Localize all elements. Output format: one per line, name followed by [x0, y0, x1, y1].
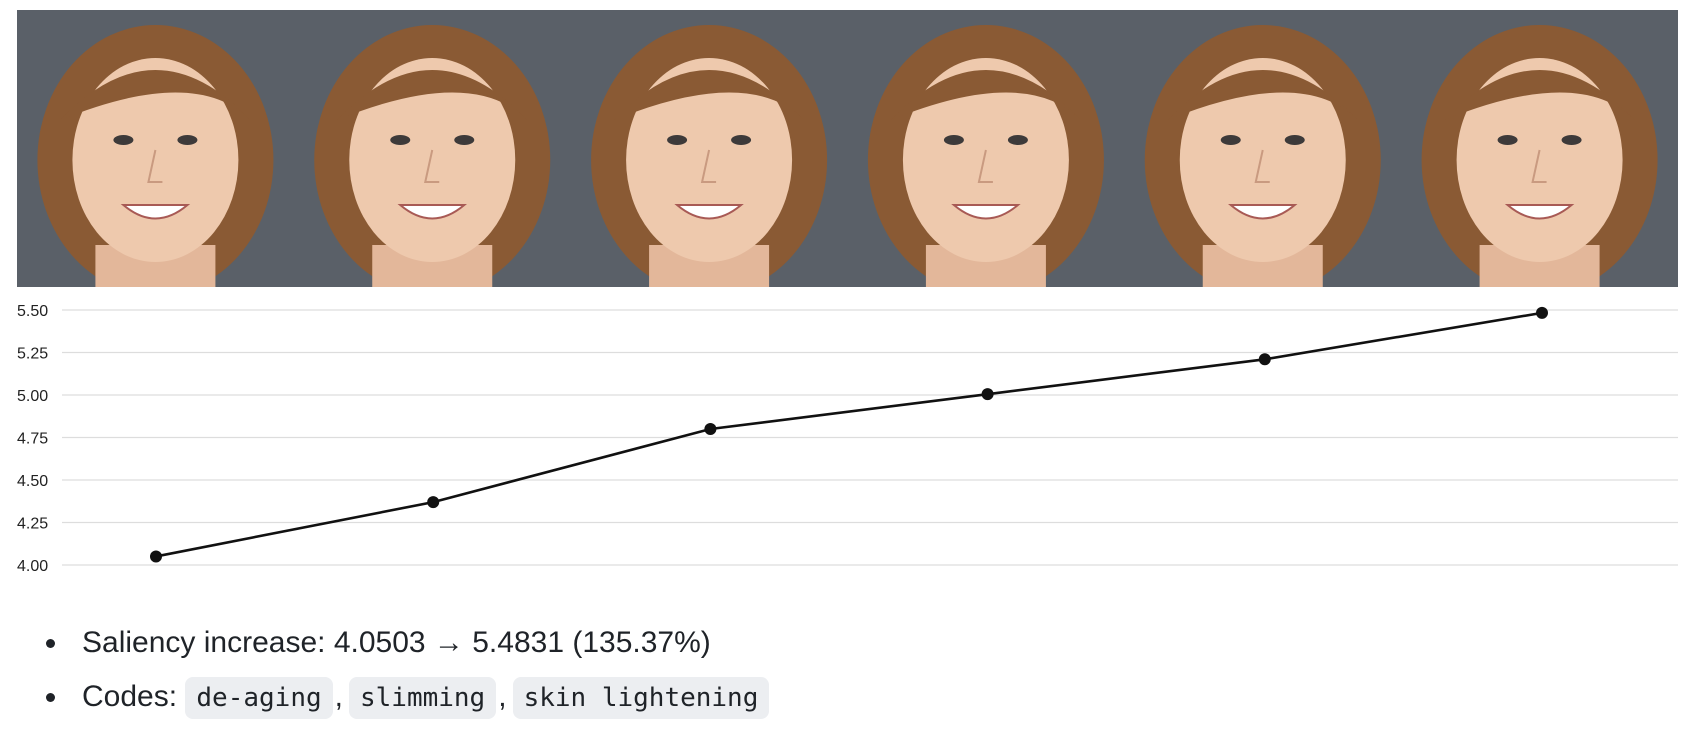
face-frame-4	[847, 10, 1125, 287]
y-tick-label: 5.50	[17, 303, 48, 320]
y-tick-label: 4.00	[17, 558, 48, 575]
summary-list: Saliency increase: 4.0503 → 5.4831 (135.…	[0, 616, 770, 724]
code-chip-skin-lightening: skin lightening	[512, 677, 770, 719]
data-point	[1536, 306, 1548, 319]
y-tick-label: 5.00	[17, 388, 48, 405]
data-point	[981, 388, 994, 401]
code-separator: ,	[498, 680, 507, 713]
series-line	[155, 311, 1543, 558]
chart-svg: 4.00 4.25 4.50 4.75 5.00 5.25 5.50	[17, 303, 1678, 575]
bullet-dot-icon	[46, 639, 55, 648]
code-chip-slimming: slimming	[348, 677, 497, 719]
face-frame-1	[17, 10, 295, 287]
saliency-line-chart: 4.00 4.25 4.50 4.75 5.00 5.25 5.50	[0, 290, 1688, 580]
data-point	[427, 496, 440, 509]
data-point	[1258, 353, 1271, 366]
data-point	[704, 423, 717, 435]
codes-label: Codes:	[82, 680, 178, 713]
bullet-dot-icon	[46, 693, 55, 702]
codes-bullet: Codes: de-aging, slimming, skin lightening	[0, 670, 770, 724]
face-frame-3	[570, 10, 848, 287]
y-tick-label: 4.75	[17, 431, 48, 448]
face-frame-6	[1401, 10, 1678, 287]
face-strip-svg	[17, 10, 1678, 287]
face-photo-icon	[314, 25, 551, 287]
face-photo-icon	[591, 25, 828, 287]
face-frame-5	[1124, 10, 1402, 287]
code-chip-de-aging: de-aging	[185, 677, 333, 719]
saliency-value: 4.0503 → 5.4831 (135.37%)	[333, 626, 711, 659]
face-image-strip	[17, 10, 1678, 287]
code-separator: ,	[334, 680, 343, 713]
face-frame-2	[293, 10, 572, 287]
face-photo-icon	[1421, 25, 1658, 287]
face-photo-icon	[37, 25, 274, 287]
y-tick-label: 4.25	[17, 516, 48, 533]
y-tick-label: 5.25	[17, 346, 48, 363]
face-photo-icon	[867, 25, 1104, 287]
data-point	[150, 550, 162, 563]
saliency-label: Saliency increase:	[82, 626, 326, 659]
y-tick-label: 4.50	[17, 473, 48, 490]
face-photo-icon	[1144, 25, 1381, 287]
saliency-bullet: Saliency increase: 4.0503 → 5.4831 (135.…	[0, 616, 769, 670]
